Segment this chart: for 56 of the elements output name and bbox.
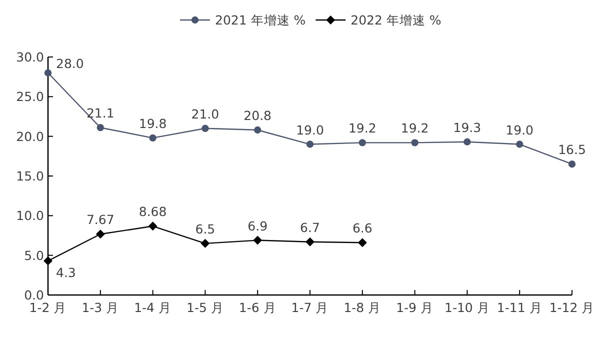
x-tick-label: 1-12 月 (549, 300, 595, 315)
x-tick-label: 1-2 月 (29, 300, 67, 315)
data-label: 19.0 (296, 122, 324, 138)
point (96, 230, 105, 239)
data-label: 6.5 (195, 221, 216, 236)
data-label: 6.9 (248, 218, 268, 234)
x-tick-label: 1-6 月 (238, 300, 276, 315)
y-tick-label: 15.0 (16, 168, 44, 184)
point (568, 160, 576, 168)
x-tick-label: 1-11 月 (496, 300, 542, 315)
point (516, 140, 524, 148)
x-tick-label: 1-8 月 (344, 300, 382, 315)
point (200, 238, 210, 248)
point (202, 124, 209, 132)
y-tick-label: 25.0 (16, 89, 44, 104)
x-tick-label: 1-9 月 (396, 300, 434, 315)
data-label: 19.2 (400, 120, 429, 136)
data-label: 7.67 (86, 212, 114, 228)
data-label: 4.3 (56, 264, 76, 280)
x-tick-label: 1-5 月 (186, 300, 224, 315)
point (44, 69, 52, 76)
data-label: 19.2 (348, 120, 376, 136)
y-tick-label: 20.0 (16, 128, 44, 144)
point (464, 138, 471, 146)
point (306, 237, 314, 246)
data-label: 28.0 (56, 56, 84, 71)
point (44, 256, 52, 266)
data-label: 6.7 (300, 220, 320, 235)
legend-label: 2022 年增速 % (350, 12, 442, 28)
data-label: 20.8 (244, 108, 272, 123)
y-tick-label: 30.0 (16, 50, 44, 64)
x-tick-label: 1-4 月 (134, 300, 172, 315)
y-tick-label: 0.0 (24, 288, 44, 302)
data-label: 19.0 (506, 122, 534, 138)
point (254, 126, 262, 134)
data-label: 16.5 (558, 142, 586, 158)
point (411, 139, 418, 146)
point (253, 236, 262, 245)
point (358, 238, 367, 248)
data-label: 8.68 (138, 204, 167, 220)
data-label: 21.0 (191, 106, 220, 122)
data-label: 19.8 (138, 116, 167, 131)
data-label: 6.6 (352, 220, 372, 236)
point (148, 222, 158, 231)
legend-label: 2021 年增速 % (215, 12, 306, 28)
point (358, 139, 366, 146)
x-tick-label: 1-7 月 (291, 300, 329, 315)
y-tick-label: 5.0 (24, 248, 44, 263)
point (306, 140, 314, 148)
data-label: 19.3 (453, 120, 482, 135)
point (96, 124, 104, 132)
data-label: 21.1 (86, 106, 114, 121)
x-tick-label: 1-10 月 (444, 300, 490, 315)
x-tick-label: 1-3 月 (82, 300, 120, 315)
y-tick-label: 10.0 (16, 208, 44, 224)
point (149, 134, 156, 142)
